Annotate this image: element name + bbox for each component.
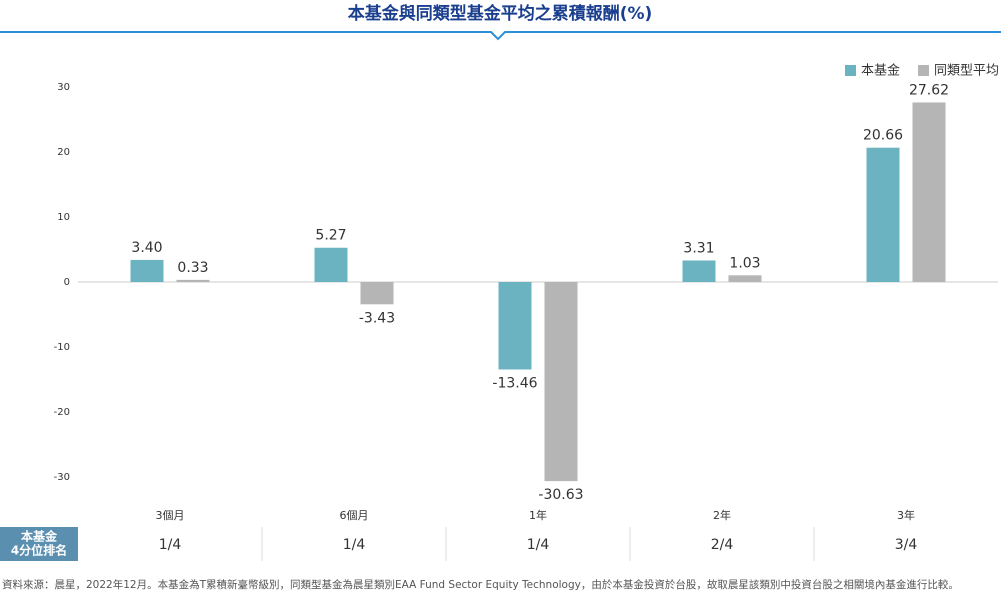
value-label: 27.62 bbox=[909, 82, 949, 98]
value-label: 1.03 bbox=[729, 255, 760, 271]
bar bbox=[544, 282, 578, 482]
y-tick-label: -30 bbox=[54, 472, 70, 483]
ranking-value: 3/4 bbox=[895, 537, 918, 553]
ranking-value: 1/4 bbox=[159, 537, 182, 553]
ranking-header-bg bbox=[0, 527, 78, 561]
x-tick-label: 3年 bbox=[897, 508, 915, 522]
value-label: -30.63 bbox=[538, 487, 583, 503]
ranking-header: 本基金 bbox=[21, 529, 58, 544]
bar bbox=[866, 147, 900, 282]
legend-label: 本基金 bbox=[861, 63, 900, 79]
x-tick-label: 3個月 bbox=[156, 509, 185, 522]
title-rule bbox=[0, 31, 1001, 41]
bar bbox=[728, 275, 762, 282]
x-tick-label: 2年 bbox=[713, 508, 731, 522]
value-label: 5.27 bbox=[315, 228, 346, 244]
ranking-value: 1/4 bbox=[343, 537, 366, 553]
y-tick-label: 0 bbox=[64, 277, 70, 288]
x-tick-label: 6個月 bbox=[340, 509, 369, 522]
bar bbox=[176, 279, 210, 282]
chart-title: 本基金與同類型基金平均之累積報酬(%) bbox=[348, 3, 653, 24]
bar bbox=[130, 259, 164, 282]
bar bbox=[682, 260, 716, 282]
chart: 本基金與同類型基金平均之累積報酬(%) 30 20 10 0 -10 -20 -30 本基金 同… bbox=[0, 3, 1001, 561]
value-label: 3.40 bbox=[131, 240, 162, 256]
value-label: 20.66 bbox=[863, 128, 903, 144]
legend-label: 同類型平均 bbox=[934, 64, 999, 79]
legend-swatch bbox=[845, 65, 856, 76]
footnote: 資料來源：晨星，2022年12月。本基金為T累積新臺幣級別，同類型基金為晨星類別… bbox=[2, 579, 959, 591]
legend-swatch bbox=[918, 65, 930, 76]
y-tick-label: -20 bbox=[54, 407, 70, 418]
x-tick-label: 1年 bbox=[529, 508, 547, 522]
y-tick-label: -10 bbox=[54, 342, 70, 353]
ranking-value: 1/4 bbox=[527, 537, 550, 553]
ranking-header: 4分位排名 bbox=[11, 543, 67, 558]
value-label: 3.31 bbox=[683, 240, 714, 256]
value-label: 0.33 bbox=[177, 260, 208, 276]
bar bbox=[360, 282, 394, 305]
bar bbox=[912, 102, 946, 282]
bar bbox=[314, 247, 348, 282]
bar bbox=[498, 282, 532, 370]
value-label: -13.46 bbox=[492, 375, 537, 391]
y-tick-label: 10 bbox=[57, 212, 70, 223]
ranking-value: 2/4 bbox=[711, 537, 734, 553]
value-label: -3.43 bbox=[359, 310, 395, 326]
y-tick-label: 30 bbox=[57, 82, 70, 93]
y-tick-label: 20 bbox=[57, 147, 70, 158]
